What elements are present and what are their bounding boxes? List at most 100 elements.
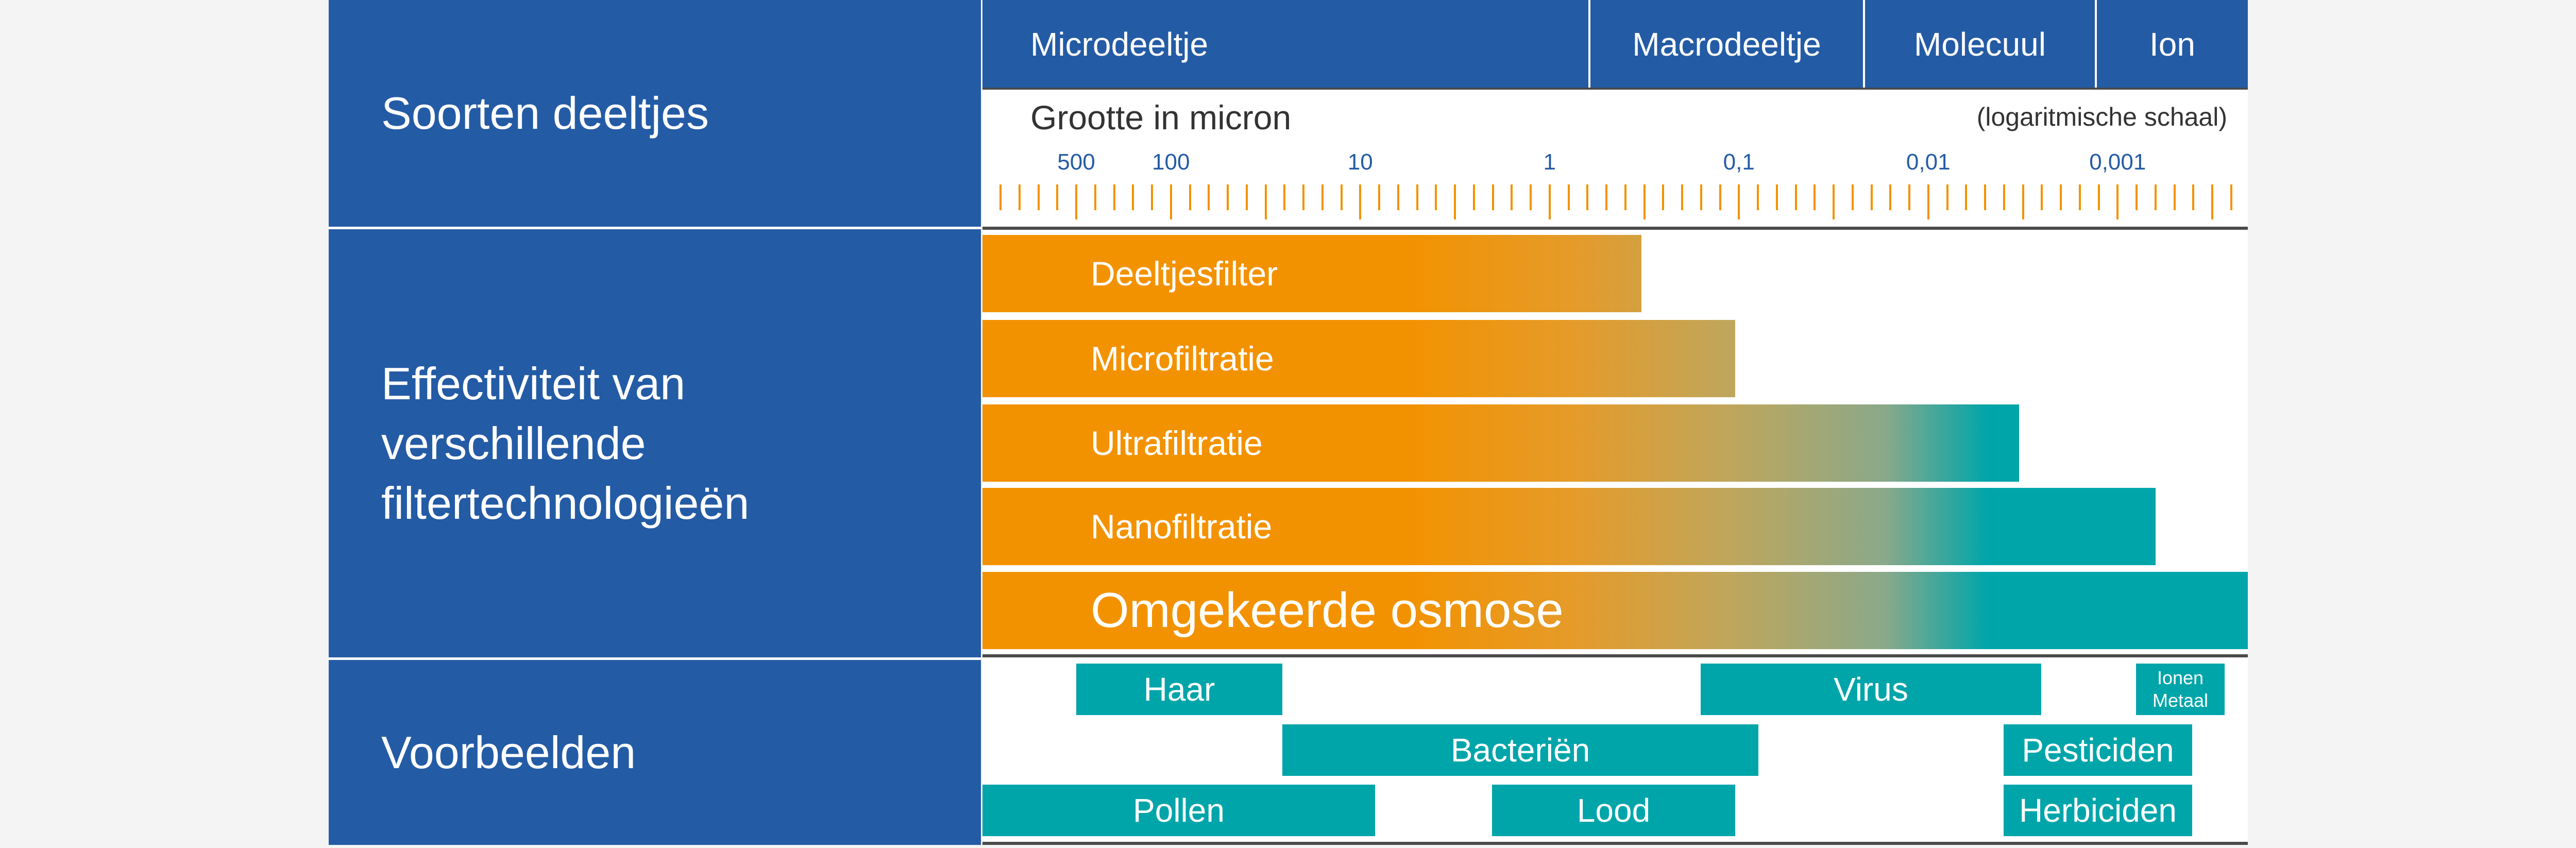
minor-tick xyxy=(1586,184,1589,210)
divider xyxy=(982,842,2248,845)
minor-tick xyxy=(1302,184,1304,210)
scale-title: Grootte in micron xyxy=(1030,98,1292,137)
divider xyxy=(329,657,981,660)
minor-tick xyxy=(1681,184,1683,210)
minor-tick xyxy=(1472,184,1475,210)
minor-tick xyxy=(1511,184,1513,210)
minor-tick xyxy=(1094,184,1096,210)
minor-tick xyxy=(1794,184,1797,210)
minor-tick xyxy=(1870,184,1873,210)
major-tick xyxy=(1738,184,1740,219)
bar-deeltjesfilter: Deeltjesfilter xyxy=(982,235,1641,312)
minor-tick xyxy=(2173,184,2176,210)
minor-tick xyxy=(1208,184,1210,210)
minor-tick xyxy=(1283,184,1286,210)
minor-tick xyxy=(1965,184,1968,210)
tick-label: 10 xyxy=(1347,149,1373,175)
row-label-examples: Voorbeelden xyxy=(381,726,636,778)
example-ionen-metaal: Ionen Metaal xyxy=(2136,664,2225,715)
minor-tick xyxy=(1530,184,1532,210)
minor-tick xyxy=(1321,184,1324,210)
minor-tick xyxy=(2136,184,2138,210)
major-tick xyxy=(1075,184,1077,219)
minor-tick xyxy=(1984,184,1986,210)
major-tick xyxy=(1454,184,1456,219)
minor-tick xyxy=(2003,184,2005,210)
minor-tick xyxy=(1018,184,1021,210)
minor-tick xyxy=(1435,184,1437,210)
tick-label: 0,01 xyxy=(1906,149,1951,175)
header-microdeeltje: Microdeeltje xyxy=(982,0,1590,89)
minor-tick xyxy=(1775,184,1778,210)
example-pollen: Pollen xyxy=(982,785,1375,836)
minor-tick xyxy=(1567,184,1570,210)
example-metaal: Metaal xyxy=(2152,690,2209,711)
bar-nanofiltratie: Nanofiltratie xyxy=(982,488,2156,565)
tick-label: 1 xyxy=(1543,149,1556,175)
minor-tick xyxy=(2041,184,2043,210)
minor-tick xyxy=(2097,184,2100,210)
divider xyxy=(982,654,2248,657)
major-tick xyxy=(1927,184,1929,219)
minor-tick xyxy=(1624,184,1626,210)
example-haar: Haar xyxy=(1076,664,1282,715)
example-lood: Lood xyxy=(1492,785,1735,836)
minor-tick xyxy=(1416,184,1418,210)
bar-microfiltratie: Microfiltratie xyxy=(982,320,1735,397)
tick-label: 0,001 xyxy=(2089,149,2146,175)
minor-tick xyxy=(2230,184,2232,210)
minor-tick xyxy=(1946,184,1948,210)
minor-tick xyxy=(1814,184,1816,210)
minor-tick xyxy=(1662,184,1665,210)
header-macrodeeltje: Macrodeeltje xyxy=(1590,0,1865,89)
minor-tick xyxy=(1113,184,1115,210)
major-tick xyxy=(2116,184,2119,219)
minor-tick xyxy=(1492,184,1494,210)
example-bacterien: Bacteriën xyxy=(1282,724,1758,776)
divider xyxy=(982,88,2248,90)
example-virus: Virus xyxy=(1701,664,2041,715)
minor-tick xyxy=(1397,184,1399,210)
major-tick xyxy=(2211,184,2213,219)
major-tick xyxy=(1359,184,1362,219)
header-molecuul: Molecuul xyxy=(1865,0,2097,89)
tick-label: 500 xyxy=(1057,149,1095,175)
minor-tick xyxy=(1189,184,1191,210)
minor-tick xyxy=(1340,184,1343,210)
minor-tick xyxy=(2192,184,2195,210)
bar-ultrafiltratie: Ultrafiltratie xyxy=(982,404,2019,482)
bar-omgekeerde-osmose: Omgekeerde osmose xyxy=(982,572,2248,649)
major-tick xyxy=(1170,184,1172,219)
example-herbiciden: Herbiciden xyxy=(2004,785,2192,836)
major-tick xyxy=(1833,184,1835,219)
scale-note: (logaritmische schaal) xyxy=(1976,103,2227,131)
minor-tick xyxy=(1908,184,1910,210)
minor-tick xyxy=(1757,184,1759,210)
header-ion: Ion xyxy=(2097,0,2248,89)
major-tick xyxy=(2022,184,2024,219)
minor-tick xyxy=(1245,184,1248,210)
minor-tick xyxy=(2154,184,2157,210)
minor-tick xyxy=(1056,184,1059,210)
divider xyxy=(329,227,981,229)
minor-tick xyxy=(1378,184,1380,210)
row-label-particle-types: Soorten deeltjes xyxy=(381,88,709,139)
divider xyxy=(982,227,2248,230)
tick-label: 0,1 xyxy=(1723,149,1755,175)
major-tick xyxy=(1264,184,1267,219)
minor-tick xyxy=(1132,184,1134,210)
example-ionen: Ionen xyxy=(2157,667,2204,688)
minor-tick xyxy=(999,184,1002,210)
minor-tick xyxy=(1719,184,1721,210)
minor-tick xyxy=(1851,184,1854,210)
row-label-filter-effectiveness: Effectiviteit van verschillende filterte… xyxy=(381,358,750,529)
minor-tick xyxy=(1151,184,1153,210)
left-panel: Soorten deeltjes Effectiviteit van versc… xyxy=(329,0,981,845)
minor-tick xyxy=(1605,184,1607,210)
minor-tick xyxy=(1889,184,1892,210)
minor-tick xyxy=(2078,184,2081,210)
example-pesticiden: Pesticiden xyxy=(2004,724,2192,776)
diagram-area: Microdeeltje Macrodeeltje Molecuul Ion G… xyxy=(982,0,2248,845)
minor-tick xyxy=(1227,184,1229,210)
minor-tick xyxy=(1700,184,1702,210)
